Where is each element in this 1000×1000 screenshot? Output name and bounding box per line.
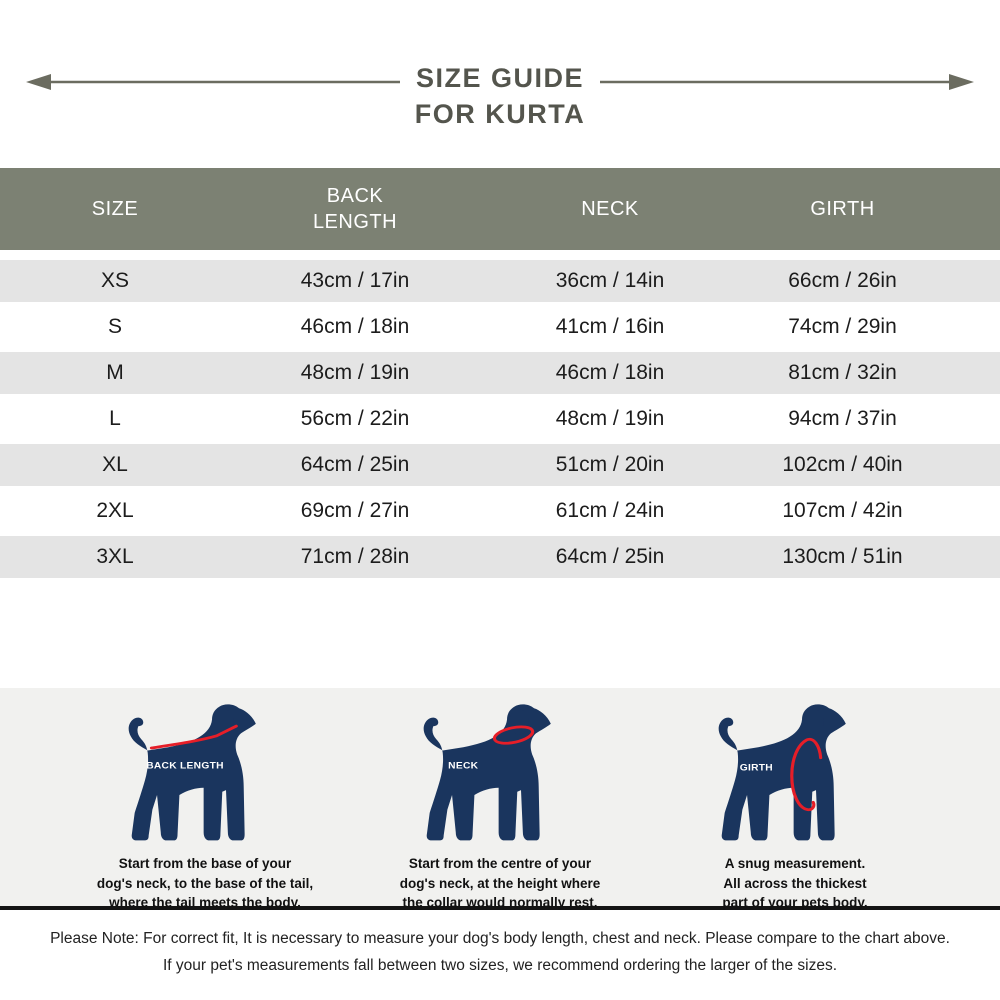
cell-back-length: 46cm / 18in (300, 315, 410, 338)
cell-neck: 64cm / 25in (555, 545, 665, 568)
title-line-2: FOR KURTA (414, 99, 586, 129)
svg-text:GIRTH: GIRTH (739, 763, 772, 773)
guide-description: Start from the base of your dog's neck, … (96, 856, 314, 911)
table-row: XS 43cm / 17in 36cm / 14in 66cm / 26in (0, 260, 1000, 302)
cell-back-length: 64cm / 25in (300, 453, 410, 476)
column-header-back-length: BACK LENGTH (312, 185, 398, 233)
table-row: 2XL 69cm / 27in 61cm / 24in 107cm / 42in (0, 490, 1000, 532)
left-arrow-icon (26, 74, 400, 90)
measurement-guide-section: BACK LENGTH Start from the base of your … (0, 688, 1000, 910)
cell-size: M (106, 361, 124, 384)
cell-size: XS (100, 269, 129, 292)
table-row: XL 64cm / 25in 51cm / 20in 102cm / 40in (0, 444, 1000, 486)
guide-description: Start from the centre of your dog's neck… (399, 856, 601, 911)
cell-neck: 61cm / 24in (555, 499, 665, 522)
table-row: S 46cm / 18in 41cm / 16in 74cm / 29in (0, 306, 1000, 348)
cell-back-length: 48cm / 19in (300, 361, 410, 384)
dog-neck-icon: NECK (423, 704, 551, 841)
column-header-size: SIZE (91, 197, 139, 220)
svg-text:BACK LENGTH: BACK LENGTH (146, 761, 224, 771)
cell-size: 2XL (96, 499, 134, 522)
dog-back-length-icon: BACK LENGTH (128, 704, 256, 841)
dog-girth-icon: GIRTH (718, 704, 846, 841)
cell-size: S (107, 315, 122, 338)
cell-back-length: 69cm / 27in (300, 499, 410, 522)
cell-back-length: 43cm / 17in (300, 269, 410, 292)
cell-neck: 48cm / 19in (555, 407, 665, 430)
cell-size: L (109, 407, 121, 430)
cell-neck: 41cm / 16in (555, 315, 665, 338)
right-arrow-icon (600, 74, 974, 90)
cell-size: 3XL (96, 545, 134, 568)
column-header-girth: GIRTH (810, 197, 875, 220)
table-header-row: SIZE BACK LENGTH NECK GIRTH (0, 168, 1000, 250)
guide-description: A snug measurement. All across the thick… (722, 856, 868, 911)
column-header-neck: NECK (581, 197, 639, 220)
guide-back-length: BACK LENGTH Start from the base of your … (60, 696, 350, 910)
cell-neck: 46cm / 18in (555, 361, 665, 384)
cell-neck: 51cm / 20in (555, 453, 665, 476)
guide-neck: NECK Start from the centre of your dog's… (355, 696, 645, 910)
page-title: SIZE GUIDE FOR KURTA (0, 60, 1000, 132)
size-table: SIZE BACK LENGTH NECK GIRTH XS 43cm / 17… (0, 168, 1000, 578)
cell-girth: 74cm / 29in (788, 315, 897, 338)
table-row: M 48cm / 19in 46cm / 18in 81cm / 32in (0, 352, 1000, 394)
table-row: L 56cm / 22in 48cm / 19in 94cm / 37in (0, 398, 1000, 440)
cell-girth: 107cm / 42in (782, 499, 903, 522)
footer-note-line-2: If your pet's measurements fall between … (162, 957, 838, 974)
cell-girth: 94cm / 37in (788, 407, 897, 430)
cell-size: XL (102, 453, 128, 476)
header: SIZE GUIDE FOR KURTA (0, 0, 1000, 168)
title-line-1: SIZE GUIDE (415, 63, 585, 93)
cell-back-length: 56cm / 22in (300, 407, 410, 430)
cell-neck: 36cm / 14in (555, 269, 665, 292)
guide-girth: GIRTH A snug measurement. All across the… (650, 696, 940, 910)
footer-note-line-1: Please Note: For correct fit, It is nece… (50, 930, 950, 947)
cell-girth: 81cm / 32in (788, 361, 897, 384)
footer-note: Please Note: For correct fit, It is nece… (0, 910, 1000, 979)
table-row: 3XL 71cm / 28in 64cm / 25in 130cm / 51in (0, 536, 1000, 578)
cell-girth: 66cm / 26in (788, 269, 897, 292)
svg-text:NECK: NECK (448, 761, 478, 771)
cell-back-length: 71cm / 28in (300, 545, 410, 568)
cell-girth: 130cm / 51in (782, 545, 903, 568)
cell-girth: 102cm / 40in (782, 453, 903, 476)
